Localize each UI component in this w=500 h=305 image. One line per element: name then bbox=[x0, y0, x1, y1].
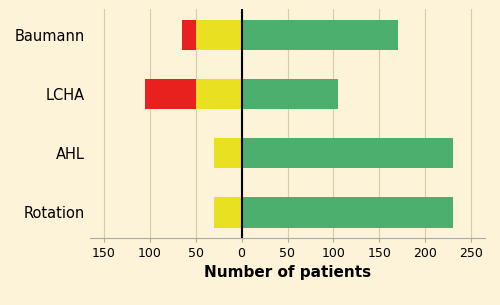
Bar bbox=[242, 197, 453, 228]
Bar bbox=[196, 20, 242, 50]
X-axis label: Number of patients: Number of patients bbox=[204, 265, 371, 281]
Bar bbox=[242, 138, 453, 168]
Bar bbox=[196, 79, 242, 109]
Bar bbox=[145, 79, 196, 109]
Bar bbox=[182, 20, 196, 50]
Bar bbox=[242, 20, 398, 50]
Bar bbox=[242, 79, 338, 109]
Bar bbox=[214, 138, 242, 168]
Bar bbox=[214, 197, 242, 228]
